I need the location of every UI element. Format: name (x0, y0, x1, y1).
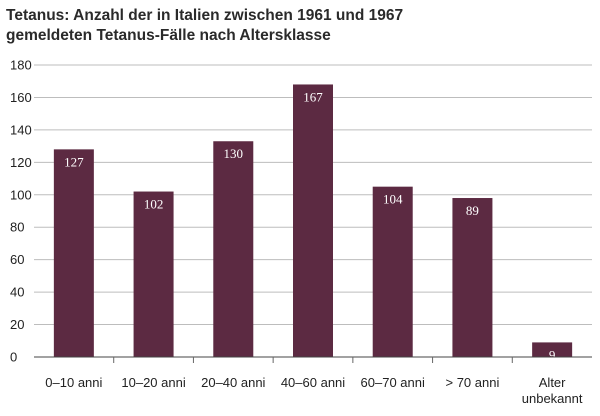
bar (53, 149, 94, 357)
bar (452, 198, 493, 357)
value-labels: 127 102 130 167 104 89 9 (64, 89, 555, 362)
y-tick-label: 180 (10, 58, 32, 73)
x-tick-label: > 70 anni (445, 375, 499, 390)
chart-title: Tetanus: Anzahl der in Italien zwischen … (6, 6, 566, 46)
x-tick-label: Alter (539, 375, 566, 390)
bar-value-label: 9 (549, 347, 556, 362)
bar-value-label: 104 (383, 192, 403, 207)
bar (293, 84, 333, 357)
bar-value-label: 167 (303, 89, 323, 104)
x-tick-label: 0–10 anni (45, 375, 102, 390)
chart-title-line-2: gemeldeten Tetanus-Fälle nach Altersklas… (6, 27, 331, 44)
y-axis: 0 20 40 60 80 100 120 140 160 180 (10, 58, 32, 365)
bar (372, 186, 413, 357)
bar (532, 342, 573, 357)
x-tick-label: 60–70 anni (361, 375, 425, 390)
bar-value-label: 130 (224, 146, 244, 161)
bar-value-label: 127 (64, 154, 84, 169)
x-axis: 0–10 anni 10–20 anni 20–40 anni 40–60 anni 6… (34, 356, 592, 406)
bar-value-label: 102 (144, 197, 164, 212)
y-tick-label: 120 (10, 155, 32, 170)
y-tick-label: 140 (10, 122, 32, 137)
x-tick-label: unbekannt (522, 391, 583, 406)
y-tick-label: 80 (10, 220, 24, 235)
y-tick-label: 0 (10, 350, 17, 365)
bars (53, 84, 573, 357)
y-tick-label: 40 (10, 285, 24, 300)
bar (133, 191, 174, 357)
x-tick-label: 20–40 anni (201, 375, 265, 390)
y-tick-label: 20 (10, 317, 24, 332)
y-tick-label: 100 (10, 187, 32, 202)
y-tick-label: 60 (10, 252, 24, 267)
x-tick-label: 10–20 anni (121, 375, 185, 390)
bar (213, 141, 254, 357)
x-tick-label: 40–60 anni (281, 375, 345, 390)
chart-title-line-1: Tetanus: Anzahl der in Italien zwischen … (6, 7, 404, 24)
y-tick-label: 160 (10, 90, 32, 105)
bar-value-label: 89 (466, 203, 479, 218)
